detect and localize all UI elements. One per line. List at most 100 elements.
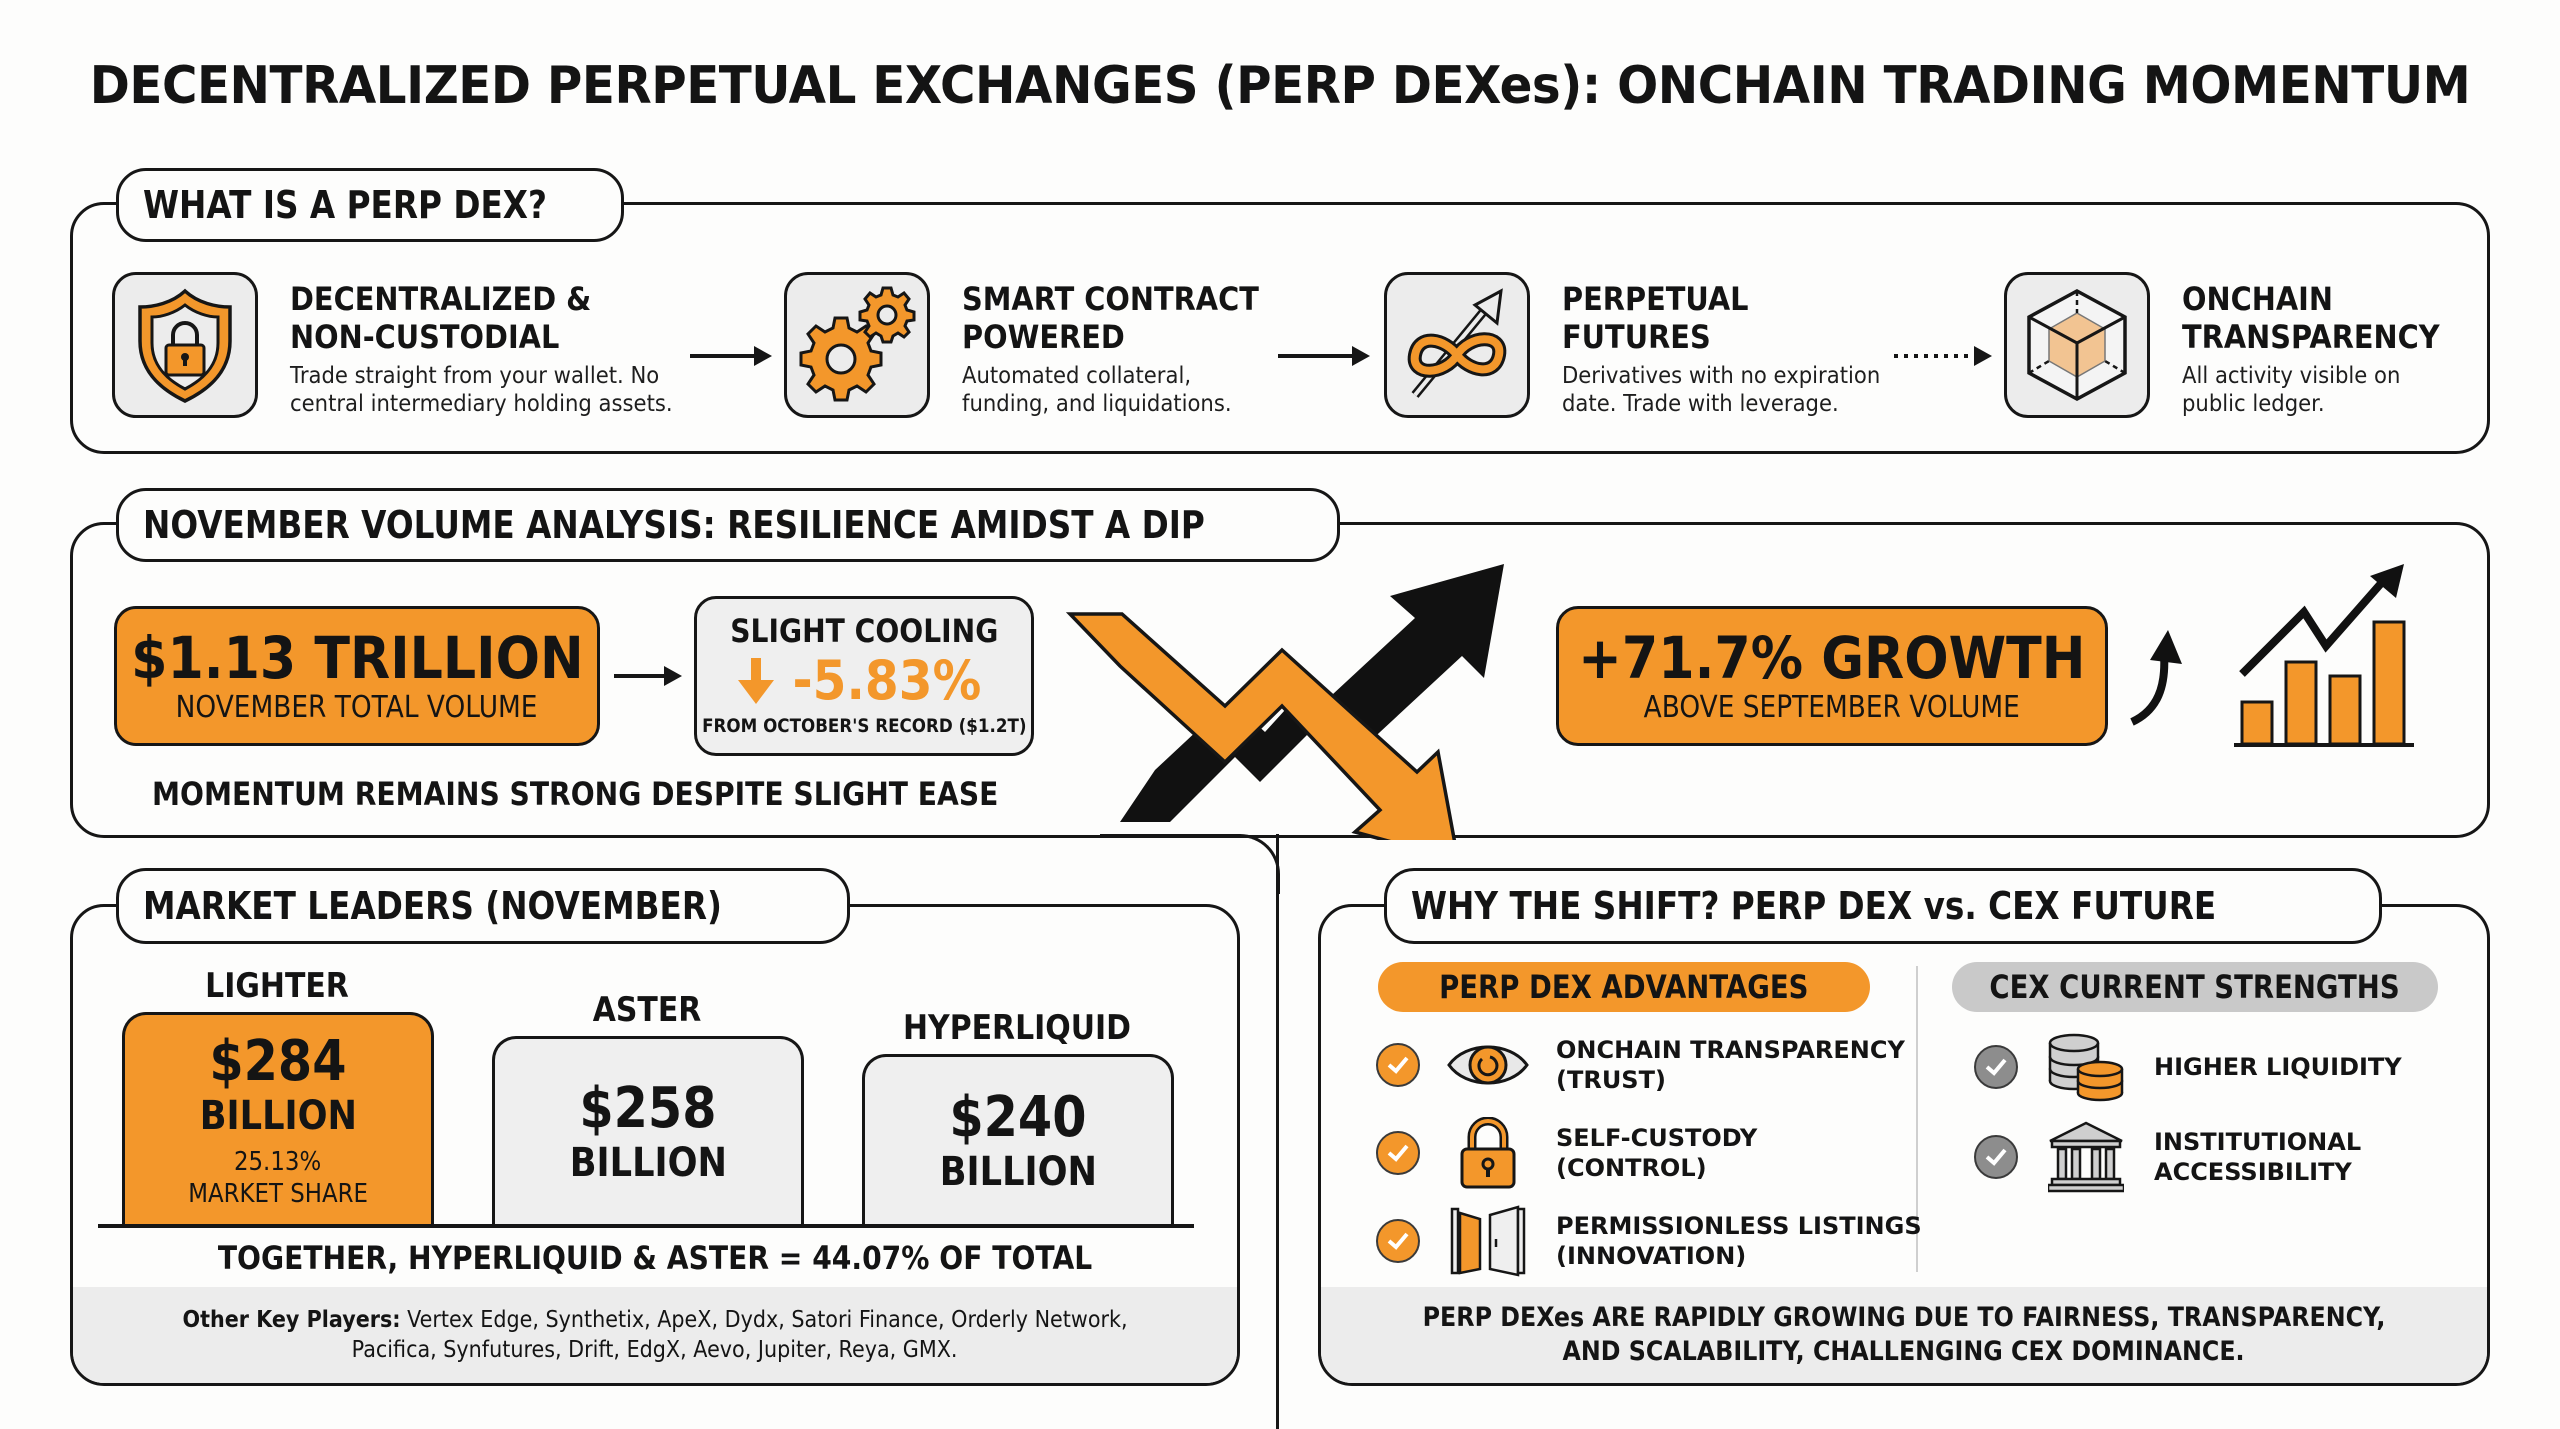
leader-value: $240	[949, 1084, 1087, 1150]
cex-item-liquidity: HIGHER LIQUIDITY	[1974, 1032, 2402, 1102]
leader-share-label: MARKET SHARE	[188, 1178, 368, 1209]
arrow-right-icon	[614, 666, 682, 686]
step-decentralized: DECENTRALIZED & NON-CUSTODIAL Trade stra…	[112, 272, 706, 418]
step-title: POWERED	[962, 318, 1125, 356]
cooling-value: -5.83%	[792, 649, 982, 712]
shift-heading: WHY THE SHIFT? PERP DEX vs. CEX FUTURE	[1384, 868, 2382, 944]
advantage-subtitle: (INNOVATION)	[1556, 1242, 1747, 1270]
strength-title: ACCESSIBILITY	[2154, 1158, 2352, 1186]
leader-name: HYPERLIQUID	[902, 1008, 1132, 1048]
leaders-heading: MARKET LEADERS (NOVEMBER)	[116, 868, 850, 944]
step-smart-contract: SMART CONTRACT POWERED Automated collate…	[784, 272, 1292, 418]
shield-lock-icon	[112, 272, 258, 418]
step-title: NON-CUSTODIAL	[290, 318, 560, 356]
advantage-subtitle: (TRUST)	[1556, 1066, 1666, 1094]
cex-strengths-pill: CEX CURRENT STRENGTHS	[1952, 962, 2438, 1012]
column-divider	[1916, 966, 1918, 1272]
step-desc: date. Trade with leverage.	[1562, 391, 1839, 417]
check-icon	[1974, 1135, 2018, 1179]
strength-title: INSTITUTIONAL	[2154, 1128, 2362, 1156]
leader-unit: BILLION	[569, 1139, 727, 1186]
leader-share: 25.13%	[234, 1146, 322, 1177]
check-icon	[1376, 1043, 1420, 1087]
down-arrow-icon	[738, 658, 775, 704]
leader-value: $284	[209, 1028, 347, 1094]
dex-item-permissionless: PERMISSIONLESS LISTINGS (INNOVATION)	[1376, 1205, 1922, 1277]
open-door-icon	[1446, 1205, 1530, 1277]
arrow-right-icon	[1278, 346, 1370, 366]
step-desc: Trade straight from your wallet. No	[290, 363, 660, 389]
gears-icon	[784, 272, 930, 418]
step-desc: Automated collateral,	[962, 363, 1192, 389]
bank-building-icon	[2044, 1121, 2128, 1193]
total-volume-box: $1.13 TRILLION NOVEMBER TOTAL VOLUME	[114, 606, 600, 746]
conclusion-text: PERP DEXes ARE RAPIDLY GROWING DUE TO FA…	[1422, 1302, 2386, 1333]
arrow-right-icon	[690, 346, 772, 366]
padlock-icon	[1446, 1117, 1530, 1189]
step-title: ONCHAIN	[2182, 280, 2333, 318]
volume-heading: NOVEMBER VOLUME ANALYSIS: RESILIENCE AMI…	[116, 488, 1340, 562]
conclusion-band: PERP DEXes ARE RAPIDLY GROWING DUE TO FA…	[1321, 1287, 2487, 1383]
leader-name: ASTER	[592, 990, 702, 1030]
strength-title: HIGHER LIQUIDITY	[2154, 1053, 2402, 1081]
coin-stack-icon	[2044, 1032, 2128, 1102]
step-perpetual-futures: PERPETUAL FUTURES Derivatives with no ex…	[1384, 272, 1908, 418]
cooling-note: FROM OCTOBER'S RECORD ($1.2T)	[701, 715, 1027, 737]
eye-icon	[1446, 1030, 1530, 1100]
other-players-list: Vertex Edge, Synthetix, ApeX, Dydx, Sato…	[407, 1307, 1128, 1333]
cooling-change: -5.83%	[736, 649, 992, 713]
step-title: DECENTRALIZED &	[290, 280, 592, 318]
leader-name: LIGHTER	[205, 966, 349, 1006]
advantage-subtitle: (CONTROL)	[1556, 1154, 1707, 1182]
leader-unit: BILLION	[939, 1148, 1097, 1195]
check-icon	[1974, 1045, 2018, 1089]
other-players-list: Pacifica, Synfutures, Drift, EdgX, Aevo,…	[352, 1337, 958, 1363]
step-desc: Derivatives with no expiration	[1562, 363, 1881, 389]
connector-curve	[1100, 834, 1280, 894]
connector-line	[1276, 834, 1279, 1429]
momentum-note: MOMENTUM REMAINS STRONG DESPITE SLIGHT E…	[152, 775, 999, 813]
dotted-arrow-right-icon	[1894, 346, 1992, 366]
step-onchain-transparency: ONCHAIN TRANSPARENCY All activity visibl…	[2004, 272, 2468, 418]
curved-up-arrow-icon	[2130, 630, 2182, 726]
transparent-cube-icon	[2004, 272, 2150, 418]
step-desc: public ledger.	[2182, 391, 2325, 417]
step-title: SMART CONTRACT	[962, 280, 1259, 318]
conclusion-text: AND SCALABILITY, CHALLENGING CEX DOMINAN…	[1562, 1336, 2246, 1367]
other-players-label: Other Key Players:	[182, 1307, 401, 1333]
cooling-box: SLIGHT COOLING -5.83% FROM OCTOBER'S REC…	[694, 596, 1034, 756]
what-is-heading: WHAT IS A PERP DEX?	[116, 168, 624, 242]
growth-box: +71.7% GROWTH ABOVE SEPTEMBER VOLUME	[1556, 606, 2108, 746]
leader-bar-hyperliquid: $240 BILLION	[862, 1054, 1174, 1226]
step-title: FUTURES	[1562, 318, 1711, 356]
page-title: DECENTRALIZED PERPETUAL EXCHANGES (PERP …	[89, 56, 2471, 116]
dex-advantages-pill: PERP DEX ADVANTAGES	[1378, 962, 1870, 1012]
total-volume-label: NOVEMBER TOTAL VOLUME	[176, 690, 538, 725]
step-desc: central intermediary holding assets.	[290, 391, 673, 417]
together-note: TOGETHER, HYPERLIQUID & ASTER = 44.07% O…	[217, 1239, 1093, 1277]
growth-label: ABOVE SEPTEMBER VOLUME	[1643, 690, 2021, 725]
advantage-title: PERMISSIONLESS LISTINGS	[1556, 1212, 1922, 1240]
advantage-title: ONCHAIN TRANSPARENCY	[1556, 1036, 1905, 1064]
advantage-title: SELF-CUSTODY	[1556, 1124, 1758, 1152]
cooling-title: SLIGHT COOLING	[729, 612, 999, 650]
step-desc: funding, and liquidations.	[962, 391, 1232, 417]
other-players-band: Other Key Players: Vertex Edge, Syntheti…	[73, 1287, 1237, 1383]
cex-item-institutional: INSTITUTIONAL ACCESSIBILITY	[1974, 1121, 2362, 1193]
leader-bar-aster: $258 BILLION	[492, 1036, 804, 1226]
leader-unit: BILLION	[199, 1092, 357, 1139]
step-title: PERPETUAL	[1562, 280, 1749, 318]
growth-bar-chart-icon	[2234, 564, 2414, 747]
leader-bar-lighter: $284 BILLION 25.13% MARKET SHARE	[122, 1012, 434, 1226]
check-icon	[1376, 1131, 1420, 1175]
trend-reversal-arrows-icon	[1065, 564, 1504, 840]
step-title: TRANSPARENCY	[2182, 318, 2440, 356]
check-icon	[1376, 1219, 1420, 1263]
leader-value: $258	[579, 1075, 717, 1141]
infinity-arrow-icon	[1384, 272, 1530, 418]
total-volume-value: $1.13 TRILLION	[130, 624, 584, 692]
growth-value: +71.7% GROWTH	[1578, 624, 2086, 692]
step-desc: All activity visible on	[2182, 363, 2401, 389]
dex-item-transparency: ONCHAIN TRANSPARENCY (TRUST)	[1376, 1030, 1905, 1100]
dex-item-self-custody: SELF-CUSTODY (CONTROL)	[1376, 1117, 1758, 1189]
